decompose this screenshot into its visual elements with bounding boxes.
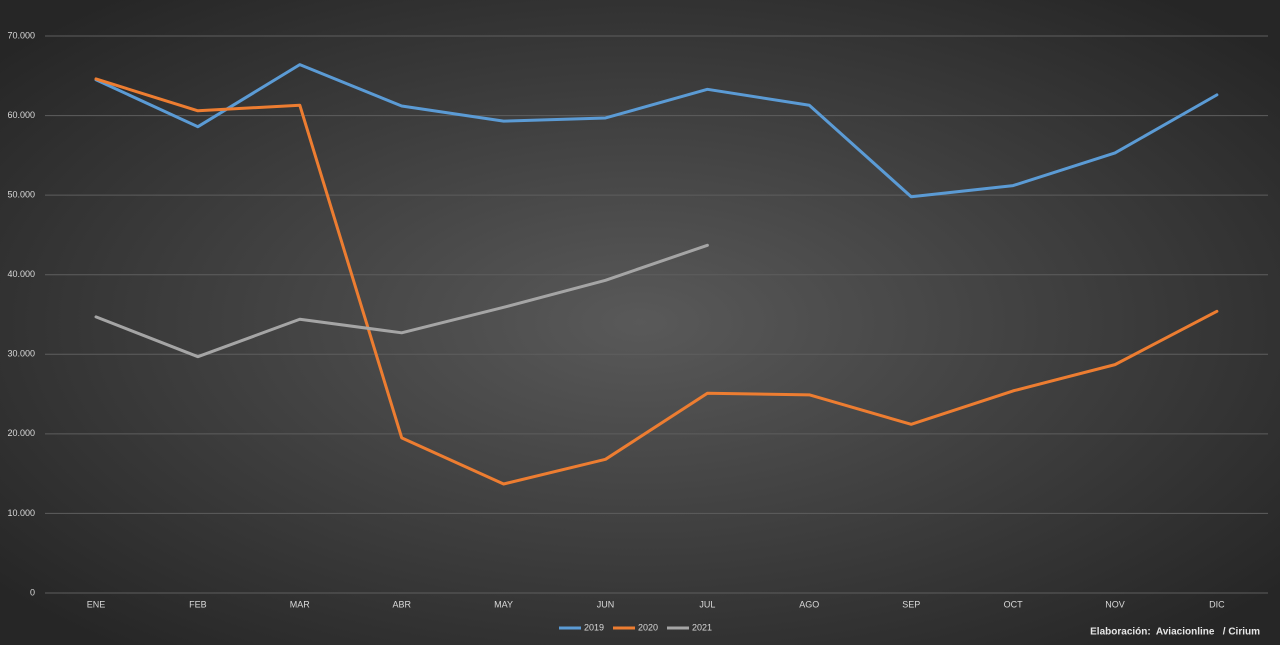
legend-label: 2021 [692, 622, 712, 632]
y-tick-label: 30.000 [7, 349, 35, 359]
y-tick-label: 50.000 [7, 190, 35, 200]
x-tick-label: DIC [1209, 599, 1225, 609]
x-tick-label: ENE [87, 599, 106, 609]
x-tick-label: ABR [392, 599, 411, 609]
x-tick-label: OCT [1004, 599, 1024, 609]
x-tick-label: JUL [699, 599, 715, 609]
x-tick-label: AGO [799, 599, 819, 609]
legend-label: 2020 [638, 622, 658, 632]
x-tick-label: FEB [189, 599, 207, 609]
y-tick-label: 70.000 [7, 30, 35, 40]
x-tick-label: MAY [494, 599, 513, 609]
y-tick-label: 10.000 [7, 508, 35, 518]
y-tick-label: 20.000 [7, 428, 35, 438]
y-tick-label: 60.000 [7, 110, 35, 120]
x-tick-label: JUN [597, 599, 615, 609]
source-note: Elaboración: Aviacionline / Cirium [1090, 627, 1260, 638]
x-tick-label: NOV [1105, 599, 1125, 609]
y-tick-label: 0 [30, 587, 35, 597]
x-tick-label: SEP [902, 599, 920, 609]
legend-label: 2019 [584, 622, 604, 632]
y-tick-label: 40.000 [7, 269, 35, 279]
series-line [94, 77, 1219, 486]
series-line [94, 243, 709, 359]
x-tick-label: MAR [290, 599, 311, 609]
series-line [94, 63, 1219, 199]
